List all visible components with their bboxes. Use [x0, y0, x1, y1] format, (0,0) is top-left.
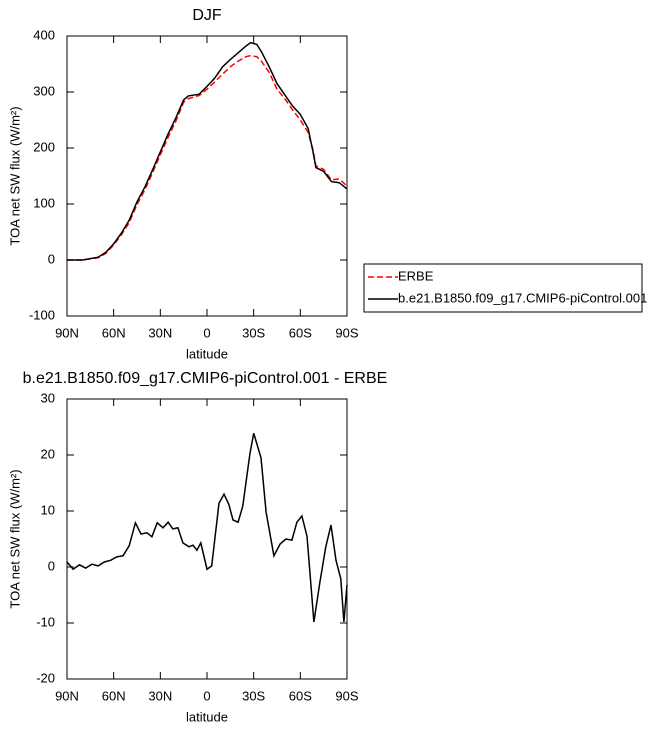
y-tick-label: 0 — [48, 251, 55, 266]
x-tick-label: 90S — [335, 325, 358, 340]
x-tick-label: 60S — [289, 325, 312, 340]
y-tick-label: -100 — [29, 307, 55, 322]
y-tick-label: 100 — [33, 195, 55, 210]
x-tick-label: 30S — [242, 688, 265, 703]
chart-title: b.e21.B1850.f09_g17.CMIP6-piControl.001 … — [23, 370, 388, 387]
legend-label: b.e21.B1850.f09_g17.CMIP6-piControl.001 — [398, 290, 647, 305]
legend-label: ERBE — [398, 268, 434, 283]
x-tick-label: 30N — [148, 325, 172, 340]
x-tick-label: 90N — [55, 688, 79, 703]
y-tick-label: 200 — [33, 139, 55, 154]
x-axis-label: latitude — [186, 709, 228, 724]
x-tick-label: 30N — [148, 688, 172, 703]
x-tick-label: 60S — [289, 688, 312, 703]
y-tick-label: 300 — [33, 83, 55, 98]
y-axis-label: TOA net SW flux (W/m²) — [7, 469, 22, 608]
plot-frame — [66, 35, 348, 317]
y-tick-label: 10 — [41, 502, 55, 517]
chart-title: DJF — [192, 7, 222, 24]
y-axis-label: TOA net SW flux (W/m²) — [7, 106, 22, 245]
x-tick-label: 60N — [102, 688, 126, 703]
x-tick-label: 90S — [335, 688, 358, 703]
y-tick-label: 20 — [41, 446, 55, 461]
y-tick-label: -20 — [36, 670, 55, 685]
data-line — [66, 432, 348, 623]
y-tick-label: 400 — [33, 27, 55, 42]
y-tick-label: -10 — [36, 614, 55, 629]
x-tick-label: 30S — [242, 325, 265, 340]
y-tick-label: 30 — [41, 390, 55, 405]
x-tick-label: 90N — [55, 325, 79, 340]
x-axis-label: latitude — [186, 346, 228, 361]
x-tick-label: 0 — [203, 325, 210, 340]
plot-frame — [66, 398, 348, 680]
data-line — [67, 54, 348, 261]
x-tick-label: 60N — [102, 325, 126, 340]
x-tick-label: 0 — [203, 688, 210, 703]
y-tick-label: 0 — [48, 558, 55, 573]
data-line — [67, 41, 348, 261]
legend: ERBE b.e21.B1850.f09_g17.CMIP6-piControl.… — [363, 263, 647, 313]
legend-frame — [363, 263, 643, 313]
